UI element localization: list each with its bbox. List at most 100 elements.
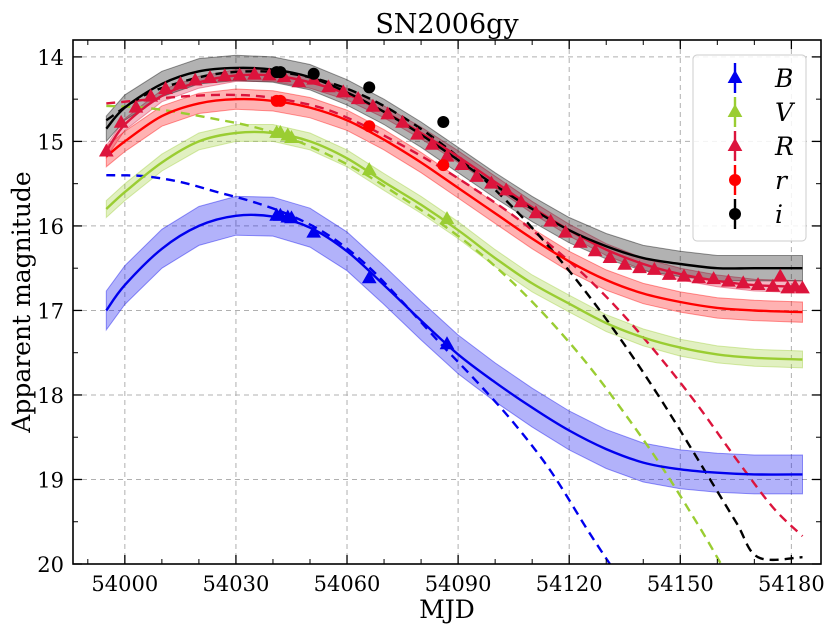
- data-point-R: [543, 213, 559, 227]
- x-axis-label: MJD: [419, 595, 475, 624]
- legend-marker-r-lower: [729, 174, 741, 186]
- data-point-R: [173, 75, 188, 89]
- legend-marker-R: [727, 138, 743, 151]
- data-point-R: [261, 67, 277, 81]
- legend-label-i-lower: i: [775, 200, 783, 229]
- data-point-R: [587, 243, 603, 257]
- x-tick-label: 54120: [536, 572, 603, 596]
- data-point-B: [306, 224, 322, 238]
- data-point-R: [617, 256, 633, 270]
- model-curve-V: [106, 104, 723, 564]
- x-tick-label: 54090: [425, 572, 492, 596]
- legend-frame: [692, 54, 807, 242]
- data-point-V: [439, 211, 455, 225]
- band-r-lower: [105, 88, 803, 323]
- model-curve-B: [106, 174, 611, 564]
- y-tick-label: 15: [37, 130, 64, 154]
- fit-curve-r-lower: [105, 97, 803, 314]
- legend-label-r-lower: r: [775, 166, 789, 195]
- data-point-R: [187, 72, 203, 86]
- data-point-R: [795, 280, 810, 294]
- data-point-R: [247, 66, 262, 80]
- data-point-R: [772, 268, 788, 282]
- fit-curve-V: [105, 130, 803, 361]
- data-point-R: [143, 88, 159, 102]
- x-tick-label: 54030: [203, 572, 270, 596]
- fit-curve-B: [105, 213, 803, 476]
- data-point-R: [424, 136, 440, 150]
- fit-curve-R: [105, 73, 803, 288]
- data-point-r-lower: [363, 120, 376, 133]
- data-point-R: [217, 68, 233, 82]
- data-point-i-lower: [274, 66, 287, 79]
- legend-label-R: R: [774, 132, 794, 161]
- data-point-R: [528, 205, 544, 219]
- data-point-R: [98, 143, 114, 157]
- chart-title: SN2006gy: [375, 9, 519, 40]
- data-point-B: [284, 210, 299, 224]
- plot-frame: [72, 39, 822, 565]
- data-point-r-lower: [437, 159, 450, 172]
- data-point-R: [558, 224, 573, 238]
- y-tick-label: 18: [37, 384, 64, 408]
- data-point-R: [469, 168, 484, 182]
- data-point-i-lower: [307, 67, 320, 80]
- fit-curves: [105, 66, 803, 476]
- legend-marker-B: [727, 70, 743, 83]
- data-point-V: [284, 130, 299, 143]
- data-point-R: [498, 182, 514, 196]
- x-tick-label: 54180: [758, 572, 825, 596]
- data-point-i-lower: [437, 115, 450, 128]
- data-point-R: [513, 194, 529, 208]
- data-point-R: [721, 273, 736, 287]
- data-point-R: [647, 261, 662, 275]
- data-point-R: [113, 114, 129, 128]
- data-point-R: [365, 98, 381, 112]
- data-point-R: [676, 268, 692, 282]
- band-V: [105, 124, 803, 369]
- data-point-R: [291, 74, 307, 88]
- data-point-R: [572, 234, 588, 248]
- data-point-V: [361, 162, 377, 176]
- data-point-R: [321, 79, 336, 93]
- data-point-R: [765, 278, 781, 292]
- data-point-i-lower: [363, 81, 376, 94]
- data-point-R: [410, 126, 425, 140]
- y-tick-label: 16: [37, 215, 64, 239]
- axis-ticks: 54000 54030 54060 54090 54120 54150 54180 14 15 1…: [37, 40, 825, 596]
- x-tick-label: 54150: [647, 572, 714, 596]
- data-point-R: [158, 81, 173, 94]
- data-point-R: [661, 266, 677, 280]
- data-markers: [98, 66, 810, 350]
- x-tick-label: 54000: [91, 572, 158, 596]
- data-point-B: [361, 270, 377, 284]
- data-point-R: [750, 277, 766, 291]
- error-bands: [105, 54, 803, 495]
- fit-curve-i-lower: [105, 66, 803, 270]
- legend-label-B: B: [774, 64, 793, 93]
- band-B: [105, 195, 803, 495]
- y-tick-label: 14: [37, 46, 64, 70]
- y-tick-label: 17: [37, 299, 64, 323]
- data-point-R: [232, 67, 247, 81]
- data-point-R: [395, 114, 410, 128]
- data-point-R: [380, 106, 396, 120]
- data-point-r-lower: [274, 94, 287, 107]
- data-point-R: [128, 99, 144, 113]
- y-axis-label: Apparent magnitude: [7, 171, 36, 433]
- legend-marker-V: [727, 104, 743, 117]
- data-point-R: [202, 70, 218, 83]
- data-point-R: [735, 275, 751, 289]
- legend-label-V: V: [775, 98, 796, 127]
- data-point-B: [439, 336, 455, 350]
- data-point-R: [335, 84, 351, 98]
- legend-marker-i-lower: [729, 208, 741, 220]
- data-point-R: [706, 271, 721, 285]
- data-point-R: [691, 270, 707, 284]
- data-point-R: [632, 260, 647, 274]
- data-point-R: [439, 148, 455, 162]
- y-tick-label: 20: [37, 553, 64, 577]
- data-point-R: [602, 250, 618, 264]
